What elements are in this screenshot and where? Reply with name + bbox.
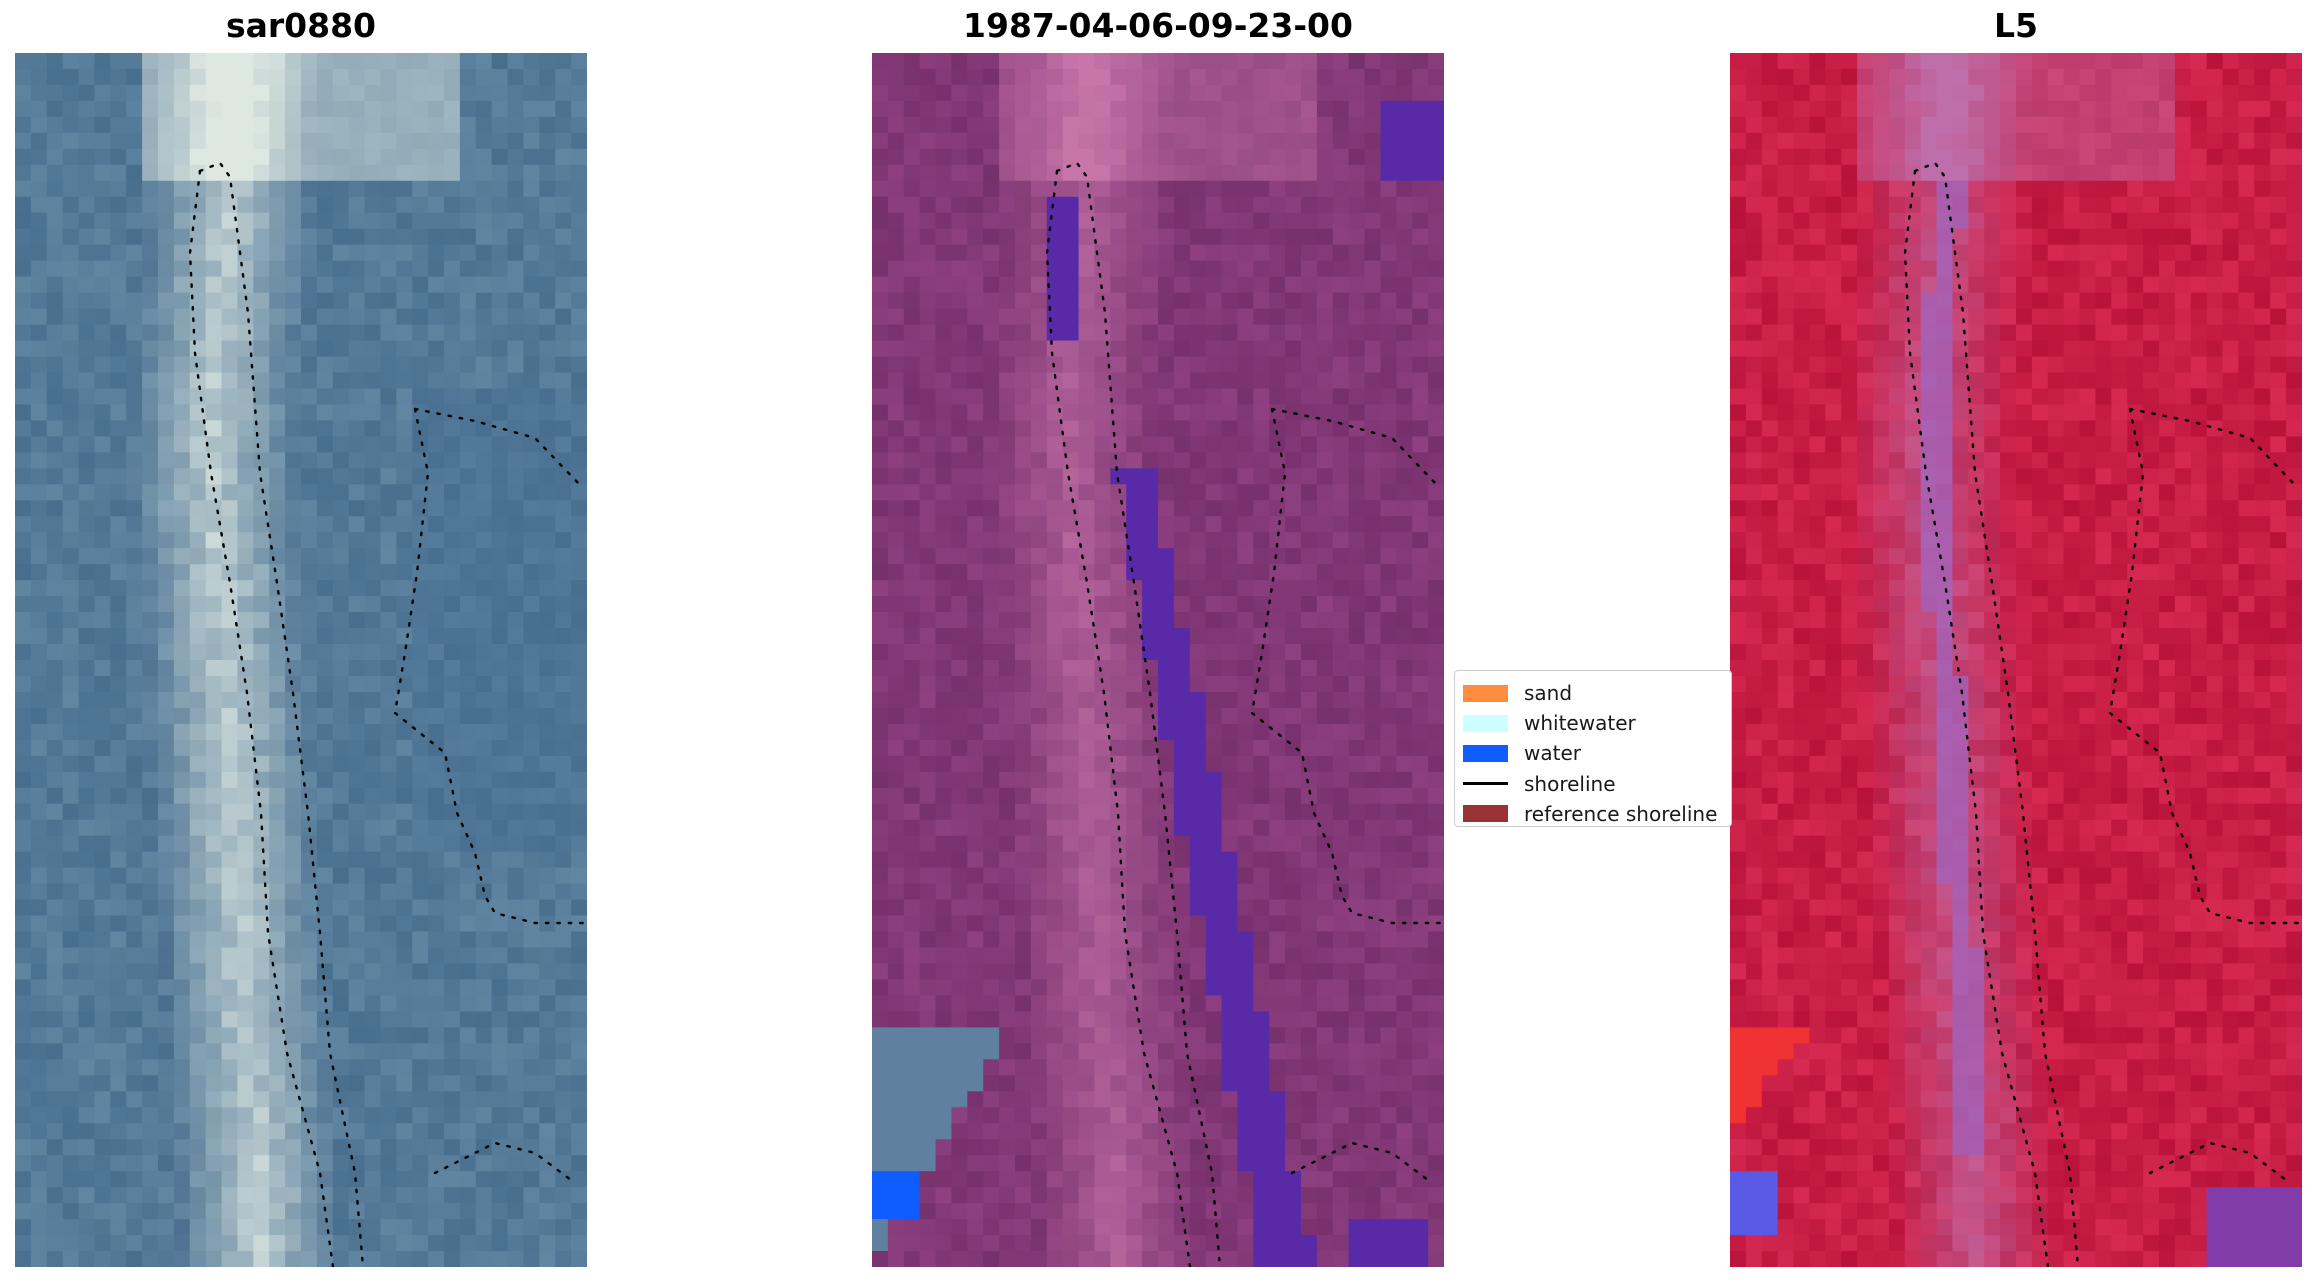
raster-image	[872, 53, 1444, 1267]
legend-label: reference shoreline	[1524, 801, 1718, 826]
classification-panel	[872, 53, 1444, 1267]
reference-shoreline-swatch	[1463, 805, 1508, 823]
panel-2-title: 1987-04-06-09-23-00	[963, 6, 1353, 45]
legend-item-reference-shoreline: reference shoreline	[1463, 799, 1723, 829]
legend-item-sand: sand	[1463, 678, 1723, 708]
legend: sand whitewater water shoreline referenc…	[1454, 670, 1732, 827]
shoreline-dots	[1903, 161, 2302, 1267]
shoreline-dots	[1045, 161, 1444, 1267]
rgb-image-panel	[15, 53, 587, 1267]
raster-image	[15, 53, 587, 1267]
legend-label: shoreline	[1524, 771, 1616, 796]
panel-1-title: sar0880	[225, 6, 377, 45]
shoreline-line-swatch	[1463, 782, 1508, 786]
legend-label: water	[1524, 741, 1581, 766]
legend-item-shoreline: shoreline	[1463, 769, 1723, 799]
legend-label: whitewater	[1524, 711, 1636, 736]
water-swatch	[1463, 744, 1508, 762]
shoreline-dots	[188, 161, 587, 1267]
legend-item-whitewater: whitewater	[1463, 708, 1723, 738]
index-panel	[1730, 53, 2302, 1267]
whitewater-swatch	[1463, 714, 1508, 732]
legend-label: sand	[1524, 681, 1573, 706]
sand-swatch	[1463, 684, 1508, 702]
legend-item-water: water	[1463, 738, 1723, 768]
raster-image	[1730, 53, 2302, 1267]
panel-3-title: L5	[1994, 6, 2038, 45]
